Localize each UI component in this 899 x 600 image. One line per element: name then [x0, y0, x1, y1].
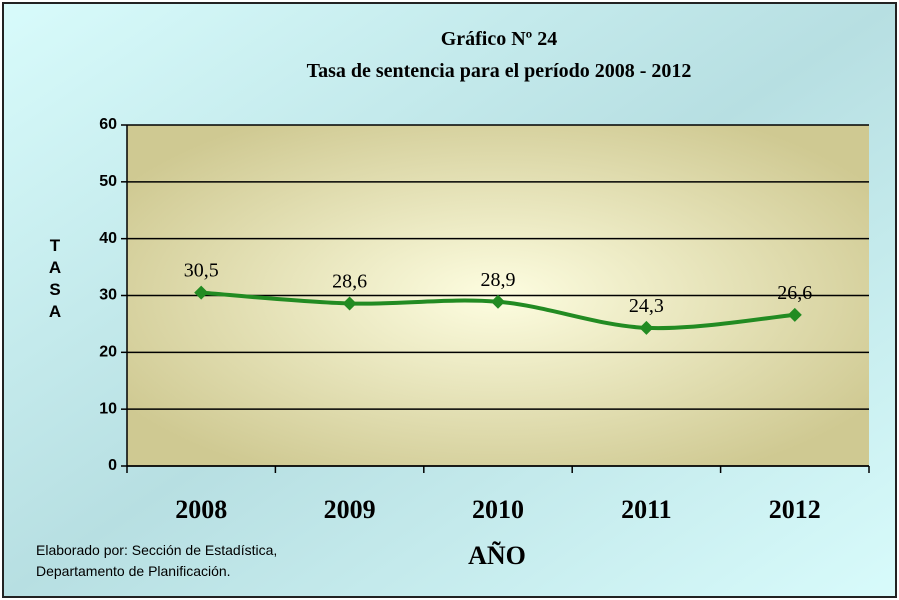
x-tick-label: 2012: [769, 495, 821, 524]
y-tick-label: 10: [99, 400, 117, 417]
chart-subtitle: Tasa de sentencia para el período 2008 -…: [307, 60, 692, 82]
x-tick-label: 2008: [175, 495, 227, 524]
chart-title: Gráfico Nº 24: [441, 28, 558, 50]
data-label: 30,5: [184, 260, 219, 282]
y-tick-label: 30: [99, 287, 117, 304]
point-marker: [194, 285, 209, 300]
point-marker: [342, 296, 357, 311]
point-marker: [639, 320, 654, 335]
data-label: 24,3: [629, 295, 664, 317]
point-marker: [491, 294, 505, 309]
data-label: 26,6: [777, 282, 812, 304]
x-axis-label: AÑO: [468, 541, 526, 570]
data-label: 28,9: [481, 269, 516, 291]
x-tick-label: 2011: [621, 495, 672, 524]
y-tick-label: 50: [99, 173, 117, 190]
data-label: 28,6: [332, 270, 367, 292]
source-note: Departamento de Planificación.: [36, 563, 231, 579]
y-tick-label: 40: [99, 230, 117, 247]
y-tick-label: 20: [99, 344, 117, 361]
source-note: Elaborado por: Sección de Estadística,: [36, 542, 277, 558]
y-axis-label: TASA: [46, 236, 65, 324]
x-tick-label: 2009: [324, 495, 376, 524]
point-marker: [787, 307, 802, 322]
y-tick-label: 60: [99, 116, 117, 133]
y-tick-label: 0: [108, 457, 117, 474]
x-tick-label: 2010: [472, 495, 524, 524]
